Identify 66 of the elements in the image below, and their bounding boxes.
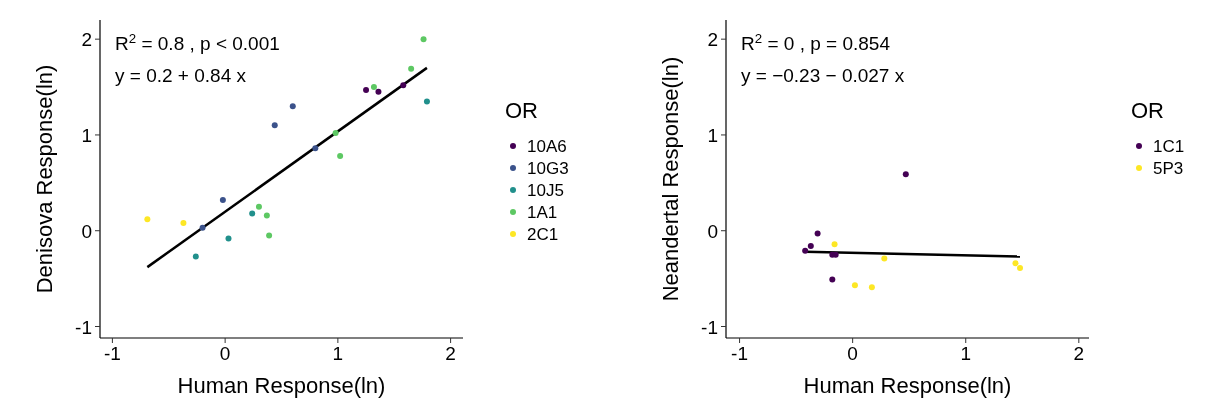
x-tick-label: 1 [960, 343, 972, 364]
y-tick-label: 2 [81, 29, 92, 51]
legend-title: OR [1131, 98, 1164, 123]
annotation: y = −0.23 − 0.027 x [741, 65, 905, 86]
point [263, 212, 270, 219]
point [180, 220, 187, 227]
point [807, 243, 814, 250]
point [829, 276, 836, 283]
point [271, 122, 278, 129]
x-tick-label: 2 [445, 343, 456, 364]
x-tick-label: 0 [847, 343, 858, 364]
point [400, 82, 407, 89]
y-tick-label: 2 [707, 29, 718, 51]
point [144, 216, 151, 223]
point [423, 98, 430, 105]
point [1012, 260, 1019, 267]
point [831, 241, 838, 248]
legend-label: 2C1 [527, 225, 559, 244]
point [225, 235, 232, 242]
x-tick-label: 0 [219, 343, 231, 364]
x-axis-title: Human Response(ln) [177, 373, 386, 398]
point [219, 197, 226, 204]
y-axis-title: Denisova Response(ln) [32, 64, 57, 294]
y-tick-label: 0 [81, 220, 92, 242]
legend-label: 10J5 [527, 181, 564, 200]
point [1017, 265, 1024, 272]
point [363, 86, 370, 93]
point [375, 88, 382, 95]
point [192, 253, 199, 260]
point [249, 210, 256, 217]
annotation: y = 0.2 + 0.84 x [115, 65, 247, 86]
y-axis-title: Neandertal Response(ln) [658, 56, 683, 302]
x-axis-title: Human Response(ln) [803, 373, 1012, 398]
point [802, 247, 809, 254]
y-tick-label: 1 [707, 124, 718, 146]
annotation: R$^{2}$ = 0.8 , p < 0.001 [115, 30, 280, 54]
point [851, 282, 858, 289]
y-tick-label: 1 [81, 124, 92, 146]
legend-label: 10G3 [527, 159, 569, 178]
x-tick-label: -1 [731, 343, 749, 364]
point [408, 65, 415, 72]
point [370, 84, 377, 91]
point [266, 232, 273, 239]
point [902, 171, 909, 178]
point [868, 284, 875, 291]
point [289, 103, 296, 110]
annotation: R$^{2}$ = 0 , p = 0.854 [741, 30, 891, 54]
x-tick-label: 2 [1073, 343, 1085, 364]
point [420, 36, 427, 43]
legend-label: 10A6 [527, 137, 567, 156]
point [814, 230, 821, 237]
point [337, 153, 344, 160]
x-tick-label: -1 [103, 343, 121, 364]
legend-label: 1A1 [527, 203, 558, 222]
point [255, 203, 262, 210]
legend-label: 1C1 [1153, 137, 1185, 156]
y-tick-label: -1 [701, 316, 718, 338]
x-tick-label: 1 [332, 343, 344, 364]
point [312, 145, 319, 152]
y-tick-label: 0 [707, 220, 718, 242]
point [881, 255, 888, 262]
legend-label: 5P3 [1153, 159, 1184, 178]
point [332, 130, 339, 137]
legend-title: OR [505, 98, 538, 123]
y-tick-label: -1 [75, 316, 92, 338]
point [199, 224, 206, 231]
